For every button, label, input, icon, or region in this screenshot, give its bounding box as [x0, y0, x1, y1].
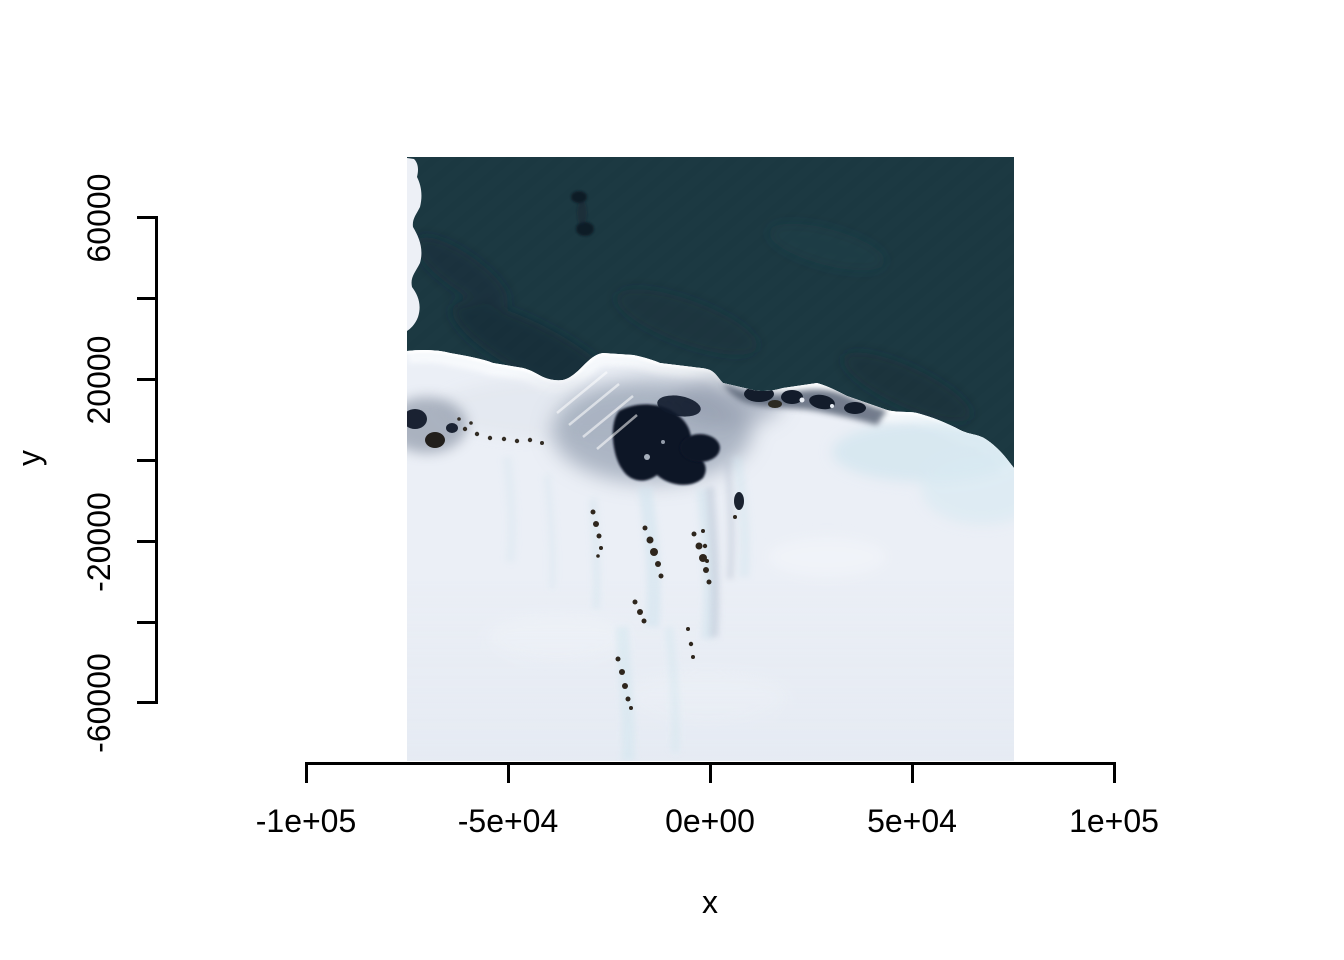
- rock-chains: [590, 492, 744, 710]
- coast-rocks-left: [407, 397, 544, 453]
- x-tick-label: 1e+05: [1069, 803, 1159, 839]
- iceberg: [407, 158, 422, 331]
- y-tick: [137, 540, 156, 543]
- ocean-islets: [571, 191, 594, 236]
- melt-streaks: [502, 456, 750, 761]
- y-tick: [137, 459, 156, 462]
- coast-rocks-right: [723, 383, 887, 425]
- x-tick: [305, 762, 308, 783]
- y-tick-label: -20000: [81, 492, 117, 592]
- x-tick: [911, 762, 914, 783]
- y-tick-label: 60000: [81, 173, 117, 263]
- dark-bay: [552, 375, 782, 485]
- x-tick: [507, 762, 510, 783]
- y-tick: [137, 378, 156, 381]
- x-tick: [1113, 762, 1116, 783]
- y-tick-label: 20000: [81, 335, 117, 425]
- raster-image: [407, 157, 1014, 761]
- grey-streaks: [705, 458, 735, 638]
- x-tick-label: -1e+05: [255, 803, 357, 839]
- x-axis-title: x: [702, 884, 718, 920]
- crevasse-lines: [556, 371, 638, 450]
- y-axis-title: y: [11, 450, 47, 466]
- ice-sheet: [407, 349, 1014, 761]
- y-tick: [137, 621, 156, 624]
- x-tick: [709, 762, 712, 783]
- x-tick-label: 0e+00: [665, 803, 755, 839]
- y-tick: [137, 701, 156, 704]
- y-tick: [137, 216, 156, 219]
- y-tick: [137, 297, 156, 300]
- x-tick-label: 5e+04: [867, 803, 957, 839]
- y-tick-label: -60000: [81, 653, 117, 753]
- x-tick-label: -5e+04: [457, 803, 559, 839]
- y-axis-line: [155, 216, 158, 704]
